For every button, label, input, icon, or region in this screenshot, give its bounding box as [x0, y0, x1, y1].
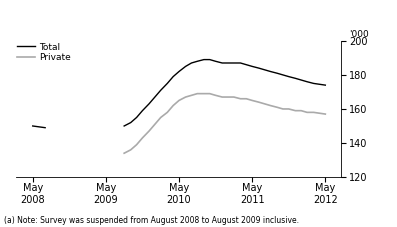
Legend: Total, Private: Total, Private — [17, 43, 71, 62]
Text: '000: '000 — [349, 30, 369, 39]
Text: (a) Note: Survey was suspended from August 2008 to August 2009 inclusive.: (a) Note: Survey was suspended from Augu… — [4, 216, 299, 225]
